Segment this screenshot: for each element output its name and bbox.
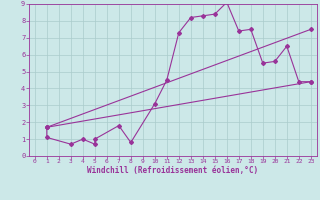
X-axis label: Windchill (Refroidissement éolien,°C): Windchill (Refroidissement éolien,°C)	[87, 166, 258, 175]
